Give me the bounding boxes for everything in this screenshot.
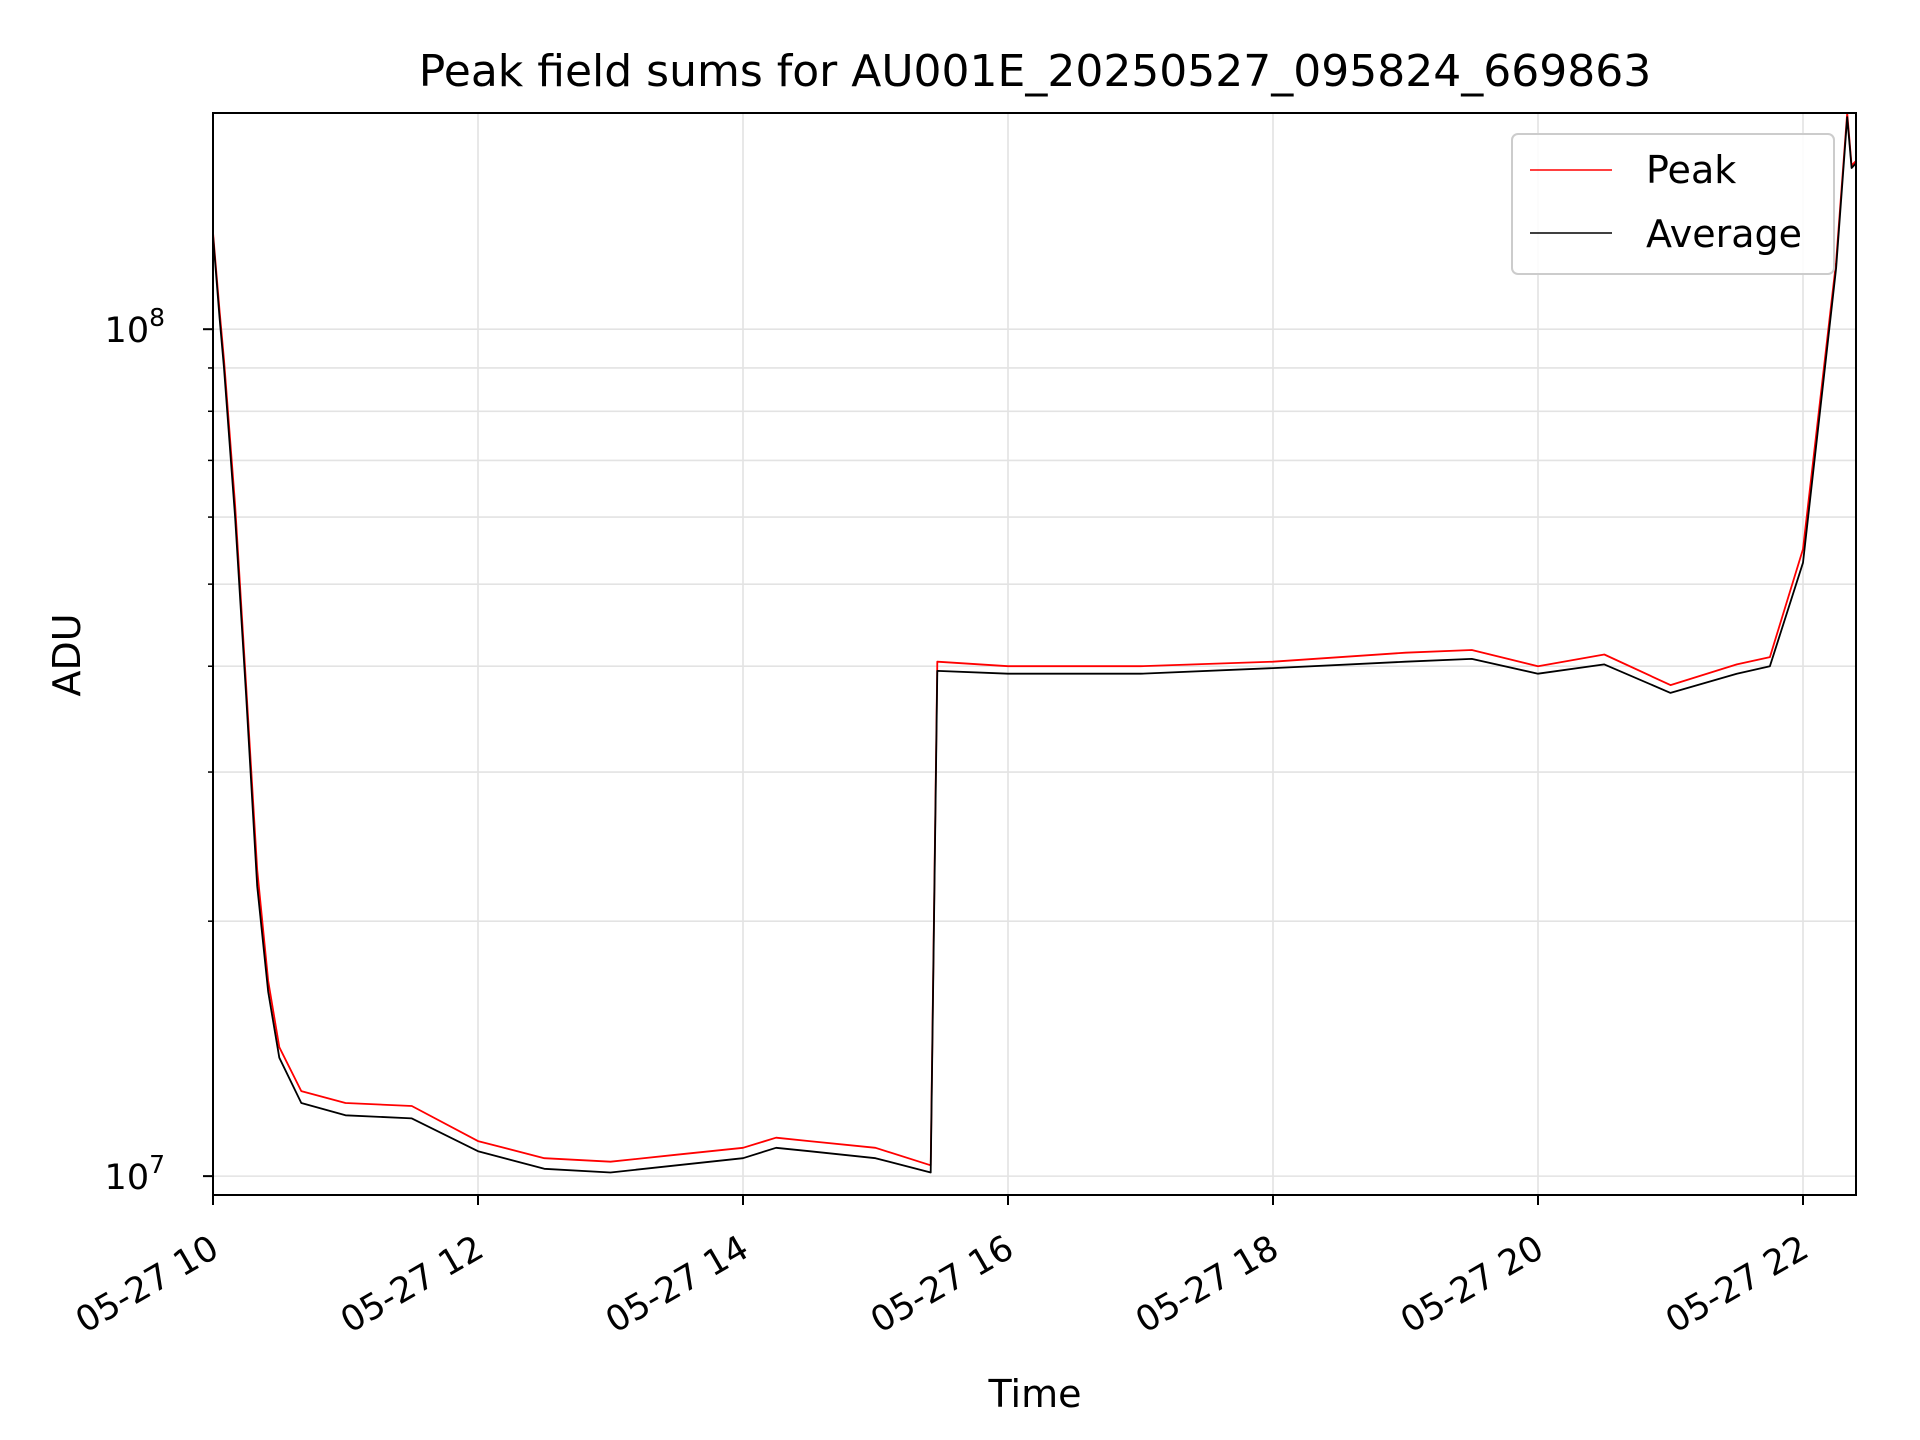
legend-label-average: Average [1646,212,1802,256]
y-axis: 107 108 [105,303,213,1198]
series-layer [212,112,1857,1174]
x-axis-label: Time [988,1372,1082,1416]
plot-frame [212,112,1857,1196]
y-axis-label: ADU [45,613,89,696]
chart-title: Peak field sums for AU001E_20250527_0958… [419,46,1651,97]
y-tick-label: 108 [105,303,165,351]
series-line-peak [212,112,1857,1167]
legend: Peak Average [1511,133,1835,275]
legend-label-peak: Peak [1646,148,1736,192]
legend-box [1511,133,1835,275]
series-line-average [212,116,1857,1174]
y-tick-label: 107 [105,1150,165,1198]
